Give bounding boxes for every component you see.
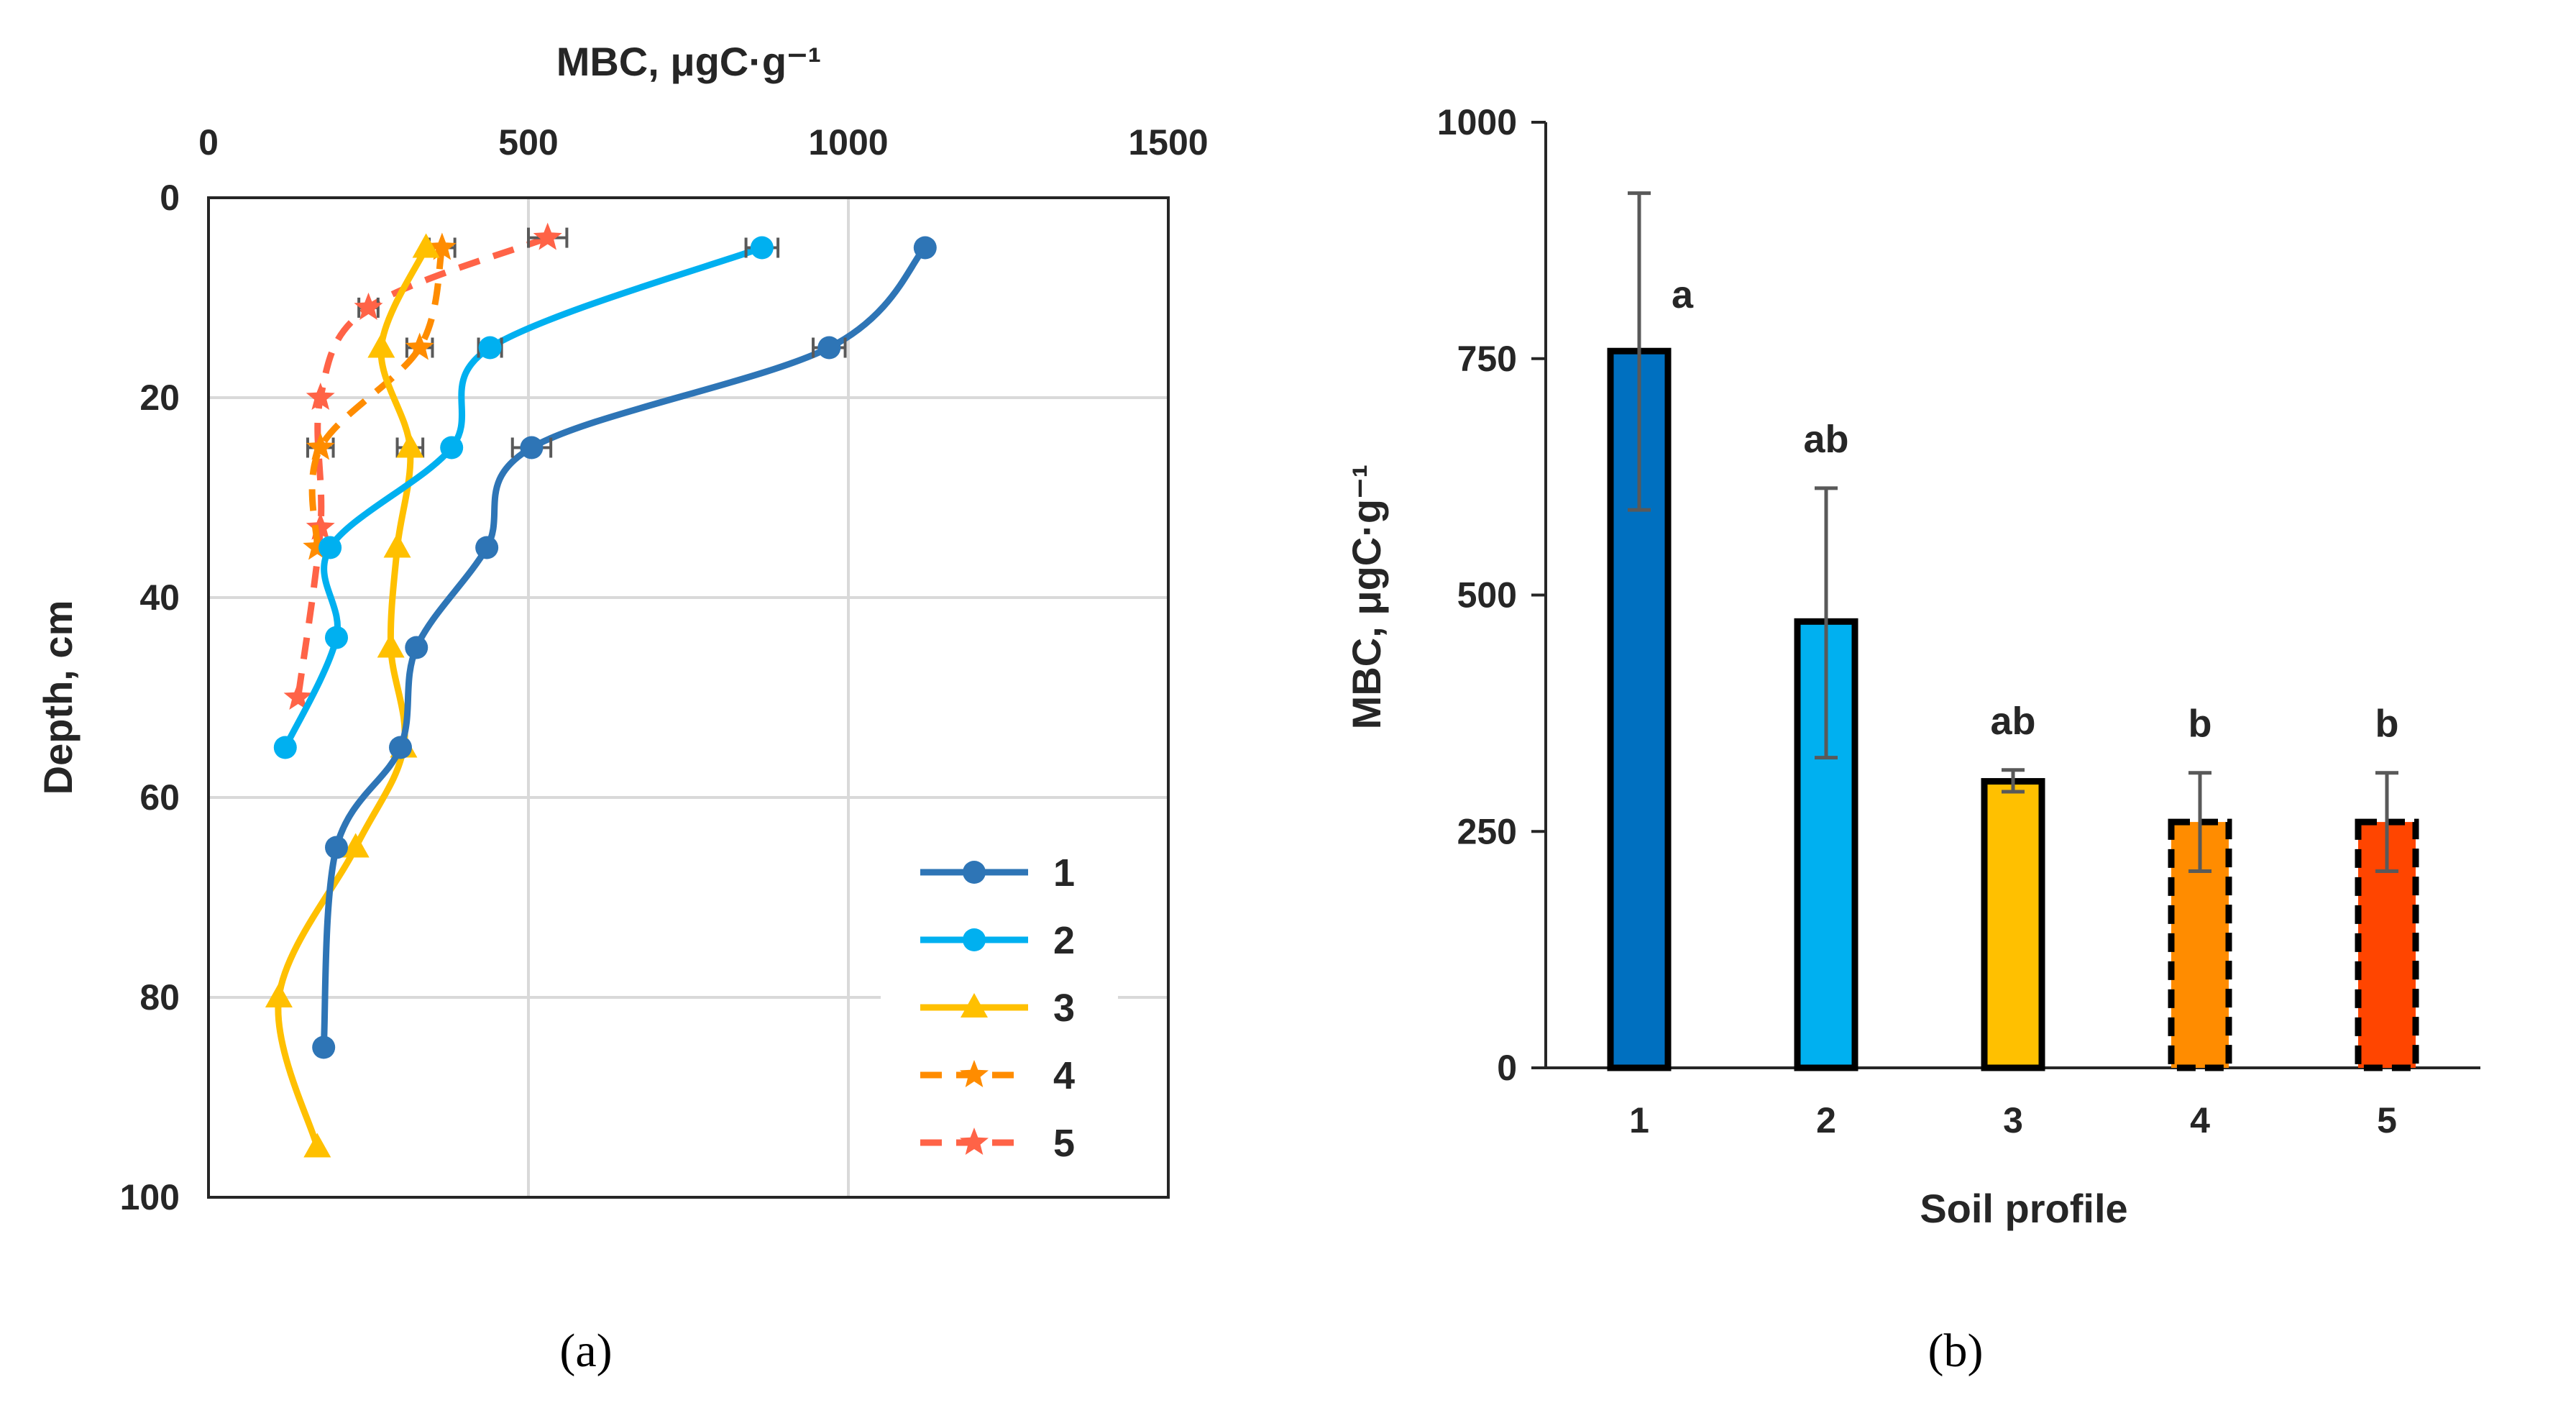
chart-a-legend-marker	[963, 928, 986, 951]
chart-b-y-ticks: 0 250 500 750 1000	[1437, 102, 1546, 1088]
chart-b: 0 250 500 750 1000 a ab ab b b 1 2 3 4 5 Soil profil…	[1344, 102, 2480, 1377]
chart-b-x-tick-label: 4	[2190, 1100, 2210, 1140]
chart-a-data-point	[325, 626, 348, 649]
chart-a-x-tick-labels: 0 500 1000 1500	[198, 122, 1209, 163]
chart-b-bar	[1981, 778, 2045, 1071]
chart-a-x-tick-label: 1000	[808, 122, 888, 163]
chart-b-bar-group-4: b	[2168, 703, 2232, 1071]
chart-a-series-2	[273, 236, 780, 759]
chart-b-bar-group-3: ab	[1981, 700, 2045, 1071]
chart-b-significance-label: ab	[1990, 700, 2035, 743]
chart-a-legend-marker	[960, 1128, 989, 1155]
chart-a-y-tick-labels: 0 20 40 60 80 100	[120, 178, 180, 1217]
chart-a-legend-marker	[960, 1060, 989, 1087]
chart-a-legend-marker	[961, 993, 988, 1018]
chart-a-legend: 1 2 3 4 5	[881, 827, 1118, 1165]
chart-b-y-tick-label: 750	[1457, 339, 1517, 379]
chart-a-data-point	[306, 383, 335, 410]
chart-a-data-point	[750, 236, 774, 260]
chart-a-data-point	[412, 233, 440, 258]
chart-a-y-tick-label: 60	[139, 777, 180, 818]
chart-a-data-point	[478, 336, 502, 360]
chart-a-y-tick-label: 80	[139, 977, 180, 1018]
chart-a-legend-label: 3	[1053, 987, 1075, 1030]
chart-a-data-point	[306, 512, 335, 540]
chart-a-series-line	[308, 247, 446, 548]
chart-a-legend-label: 2	[1053, 919, 1075, 962]
chart-a-legend-box	[881, 827, 1118, 1165]
chart-a-legend-label: 1	[1053, 851, 1075, 895]
chart-a-x-axis-title: MBC, μgC·g⁻¹	[556, 39, 822, 84]
chart-a-data-point	[817, 336, 841, 360]
chart-b-y-tick-label: 250	[1457, 811, 1517, 851]
chart-b-significance-label: b	[2375, 703, 2399, 746]
chart-a-y-tick-label: 100	[120, 1177, 180, 1217]
chart-a-data-point	[273, 736, 297, 759]
chart-a-data-point	[405, 332, 434, 360]
chart-a-data-point	[396, 433, 424, 458]
chart-a-legend-label: 4	[1053, 1054, 1075, 1097]
chart-a-data-point	[354, 292, 383, 320]
chart-b-x-tick-labels: 1 2 3 4 5	[1629, 1100, 2397, 1140]
chart-b-x-axis-title: Soil profile	[1920, 1186, 2127, 1231]
chart-b-x-tick-label: 2	[1816, 1100, 1836, 1140]
chart-b-significance-label: ab	[1803, 418, 1848, 461]
chart-a-data-point	[312, 1035, 336, 1059]
chart-a-series-5	[283, 222, 569, 710]
chart-b-significance-label: a	[1672, 273, 1694, 316]
chart-a-series-line	[282, 244, 766, 751]
chart-b-x-tick-label: 3	[2003, 1100, 2023, 1140]
chart-a-legend-marker	[963, 861, 986, 884]
chart-a: 0 500 1000 1500 0 20 40 60 80 100 MBC, μgC·g⁻¹ D…	[35, 39, 1209, 1377]
chart-a-data-point	[325, 836, 348, 859]
chart-b-significance-label: b	[2188, 703, 2212, 746]
chart-b-y-axis-title: MBC, μgC·g⁻¹	[1344, 465, 1389, 730]
chart-a-data-point	[405, 636, 428, 659]
chart-a-data-point	[265, 983, 293, 1007]
caption-b: (b)	[1928, 1325, 1984, 1377]
chart-a-data-point	[475, 536, 499, 559]
chart-a-y-axis-title: Depth, cm	[35, 600, 81, 795]
chart-a-data-point	[367, 333, 395, 358]
chart-a-data-point	[318, 536, 342, 559]
chart-a-data-point	[306, 432, 335, 460]
chart-b-x-tick-label: 5	[2377, 1100, 2397, 1140]
chart-a-y-tick-label: 40	[139, 577, 180, 618]
chart-a-x-tick-label: 1500	[1128, 122, 1208, 163]
chart-a-data-point	[913, 236, 937, 260]
chart-b-y-tick-label: 1000	[1437, 102, 1517, 142]
chart-a-data-point	[303, 1133, 331, 1158]
chart-a-data-point	[440, 436, 464, 459]
chart-a-x-tick-label: 500	[498, 122, 558, 163]
chart-b-y-tick-label: 0	[1497, 1048, 1517, 1088]
chart-a-series	[265, 222, 937, 1158]
chart-a-y-tick-label: 0	[160, 178, 180, 218]
chart-a-legend-label: 5	[1053, 1122, 1075, 1165]
chart-a-data-point	[303, 532, 332, 560]
chart-a-data-point	[383, 533, 411, 558]
chart-b-x-tick-label: 1	[1629, 1100, 1649, 1140]
chart-b-y-tick-label: 500	[1457, 575, 1517, 616]
chart-b-bar-group-2: ab	[1794, 418, 1858, 1071]
caption-a: (a)	[559, 1325, 612, 1377]
chart-b-bars: a ab ab b b	[1607, 191, 2419, 1071]
chart-a-data-point	[377, 633, 405, 658]
chart-a-series-1	[312, 236, 937, 1059]
chart-a-data-point	[283, 682, 313, 710]
chart-a-plot-frame	[207, 196, 1170, 1199]
chart-a-data-point	[427, 232, 457, 260]
chart-a-data-point	[533, 222, 562, 250]
chart-b-bar-group-5: b	[2355, 703, 2419, 1071]
chart-a-data-point	[520, 436, 544, 459]
chart-a-data-point	[389, 736, 412, 759]
chart-a-data-point	[342, 833, 370, 858]
chart-a-x-tick-label: 0	[198, 122, 219, 163]
chart-b-bar-group-1: a	[1607, 191, 1694, 1071]
chart-a-y-tick-label: 20	[139, 378, 180, 418]
chart-a-series-line	[275, 244, 430, 1151]
